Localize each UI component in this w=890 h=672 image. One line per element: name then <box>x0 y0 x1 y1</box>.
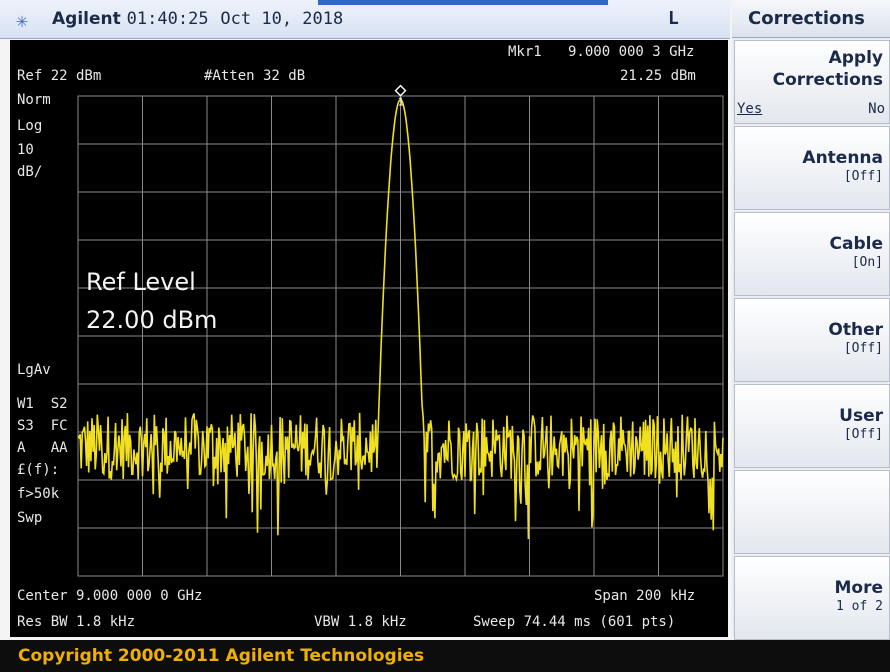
more-label: More <box>834 578 883 598</box>
user-key[interactable]: User [Off] <box>734 384 890 468</box>
apply-label: Apply <box>828 48 883 68</box>
scale-value: 10 <box>17 142 34 158</box>
copyright-bar: Copyright 2000-2011 Agilent Technologies <box>0 640 890 672</box>
marker-label: Mkr1 <box>508 44 542 60</box>
user-label: User <box>839 406 883 426</box>
norm-label: Norm <box>17 92 51 108</box>
sun-burst-icon: ✳ <box>16 8 29 32</box>
blank-key[interactable] <box>734 470 890 554</box>
sweep-readout: Sweep 74.44 ms (601 pts) <box>473 614 676 630</box>
yes-no-toggle: Yes No <box>735 101 885 117</box>
ref-level-readout: Ref 22 dBm <box>17 68 102 84</box>
corrections-label: Corrections <box>772 70 883 90</box>
status-title: Agilent 01:40:25 Oct 10, 2018 <box>52 9 343 29</box>
attenuation-readout: #Atten 32 dB <box>204 68 306 84</box>
marker-frequency: 9.000 000 3 GHz <box>568 44 695 60</box>
cable-label: Cable <box>829 234 883 254</box>
other-key[interactable]: Other [Off] <box>734 298 890 382</box>
w1-s2-label: W1 S2 <box>17 396 68 412</box>
yes-option: Yes <box>737 101 763 117</box>
antenna-key[interactable]: Antenna [Off] <box>734 126 890 210</box>
other-state: [Off] <box>843 341 883 356</box>
lgav-label: LgAv <box>17 362 51 378</box>
local-indicator: L <box>668 8 679 29</box>
cable-state: [On] <box>851 255 883 270</box>
marker-number: 1 <box>398 96 405 109</box>
brand-label: Agilent <box>52 9 121 29</box>
menu-title: Corrections <box>732 0 890 38</box>
scale-unit: dB/ <box>17 164 43 180</box>
ref-level-value: 22.00 dBm <box>86 306 218 334</box>
marker-amplitude: 21.25 dBm <box>620 68 696 84</box>
graticule <box>77 95 724 577</box>
clock-date: Oct 10, 2018 <box>220 9 344 29</box>
marker-diamond-icon <box>394 84 407 97</box>
f50k-label: f>50k <box>17 486 60 502</box>
antenna-state: [Off] <box>843 169 883 184</box>
a-aa-label: A AA <box>17 440 68 456</box>
marker-1: 1 <box>394 84 407 109</box>
spectrum-display: 1 Mkr1 9.000 000 3 GHz 21.25 dBm Ref 22 … <box>10 40 728 637</box>
clock-time: 01:40:25 <box>126 9 209 29</box>
s3-fc-label: S3 FC <box>17 418 68 434</box>
status-bar: ✳ Agilent 01:40:25 Oct 10, 2018 L <box>0 0 730 39</box>
spectrum-plot: 1 <box>77 84 724 577</box>
top-accent-bar <box>318 0 608 5</box>
cable-key[interactable]: Cable [On] <box>734 212 890 296</box>
softkey-panel: Corrections Apply Corrections Yes No Ant… <box>732 0 890 640</box>
antenna-label: Antenna <box>802 148 883 168</box>
spectrum-trace <box>77 98 724 540</box>
swp-label: Swp <box>17 510 43 526</box>
ref-level-title: Ref Level <box>86 268 196 296</box>
span-readout: Span 200 kHz <box>594 588 696 604</box>
more-key[interactable]: More 1 of 2 <box>734 556 890 640</box>
user-state: [Off] <box>843 427 883 442</box>
vbw-readout: VBW 1.8 kHz <box>314 614 407 630</box>
apply-corrections-key[interactable]: Apply Corrections Yes No <box>734 40 890 124</box>
res-bw-readout: Res BW 1.8 kHz <box>17 614 136 630</box>
other-label: Other <box>828 320 883 340</box>
ef-label: £(f): <box>17 462 60 478</box>
more-page: 1 of 2 <box>836 599 883 614</box>
log-label: Log <box>17 118 43 134</box>
center-frequency: Center 9.000 000 0 GHz <box>17 588 203 604</box>
no-option: No <box>868 101 885 117</box>
